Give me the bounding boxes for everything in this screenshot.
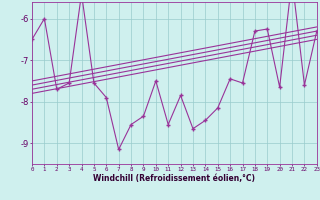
X-axis label: Windchill (Refroidissement éolien,°C): Windchill (Refroidissement éolien,°C): [93, 174, 255, 183]
